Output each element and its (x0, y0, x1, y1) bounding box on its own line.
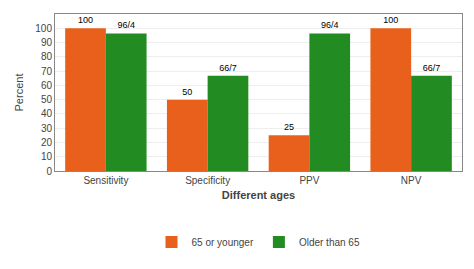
svg-text:66/7: 66/7 (423, 63, 441, 73)
svg-text:96/4: 96/4 (117, 20, 135, 30)
svg-text:60: 60 (41, 80, 53, 91)
svg-text:100: 100 (78, 15, 93, 25)
svg-text:50: 50 (41, 94, 53, 105)
svg-text:Specificity: Specificity (185, 175, 230, 186)
svg-text:70: 70 (41, 66, 53, 77)
svg-text:100: 100 (383, 15, 398, 25)
svg-text:Sensitivity: Sensitivity (83, 175, 128, 186)
svg-text:90: 90 (41, 37, 53, 48)
svg-text:80: 80 (41, 51, 53, 62)
svg-text:0: 0 (46, 166, 52, 177)
svg-text:25: 25 (284, 122, 294, 132)
svg-text:PPV: PPV (299, 175, 319, 186)
svg-text:50: 50 (182, 87, 192, 97)
svg-text:30: 30 (41, 123, 53, 134)
svg-text:40: 40 (41, 108, 53, 119)
svg-text:Different ages: Different ages (222, 189, 295, 201)
svg-text:10: 10 (41, 151, 53, 162)
svg-text:96/4: 96/4 (321, 20, 339, 30)
svg-text:NPV: NPV (401, 175, 422, 186)
svg-text:Percent: Percent (13, 74, 25, 112)
svg-text:20: 20 (41, 137, 53, 148)
svg-text:65 or younger: 65 or younger (192, 237, 254, 248)
svg-text:66/7: 66/7 (219, 63, 237, 73)
svg-text:Older than 65: Older than 65 (299, 237, 360, 248)
svg-text:100: 100 (35, 23, 52, 34)
